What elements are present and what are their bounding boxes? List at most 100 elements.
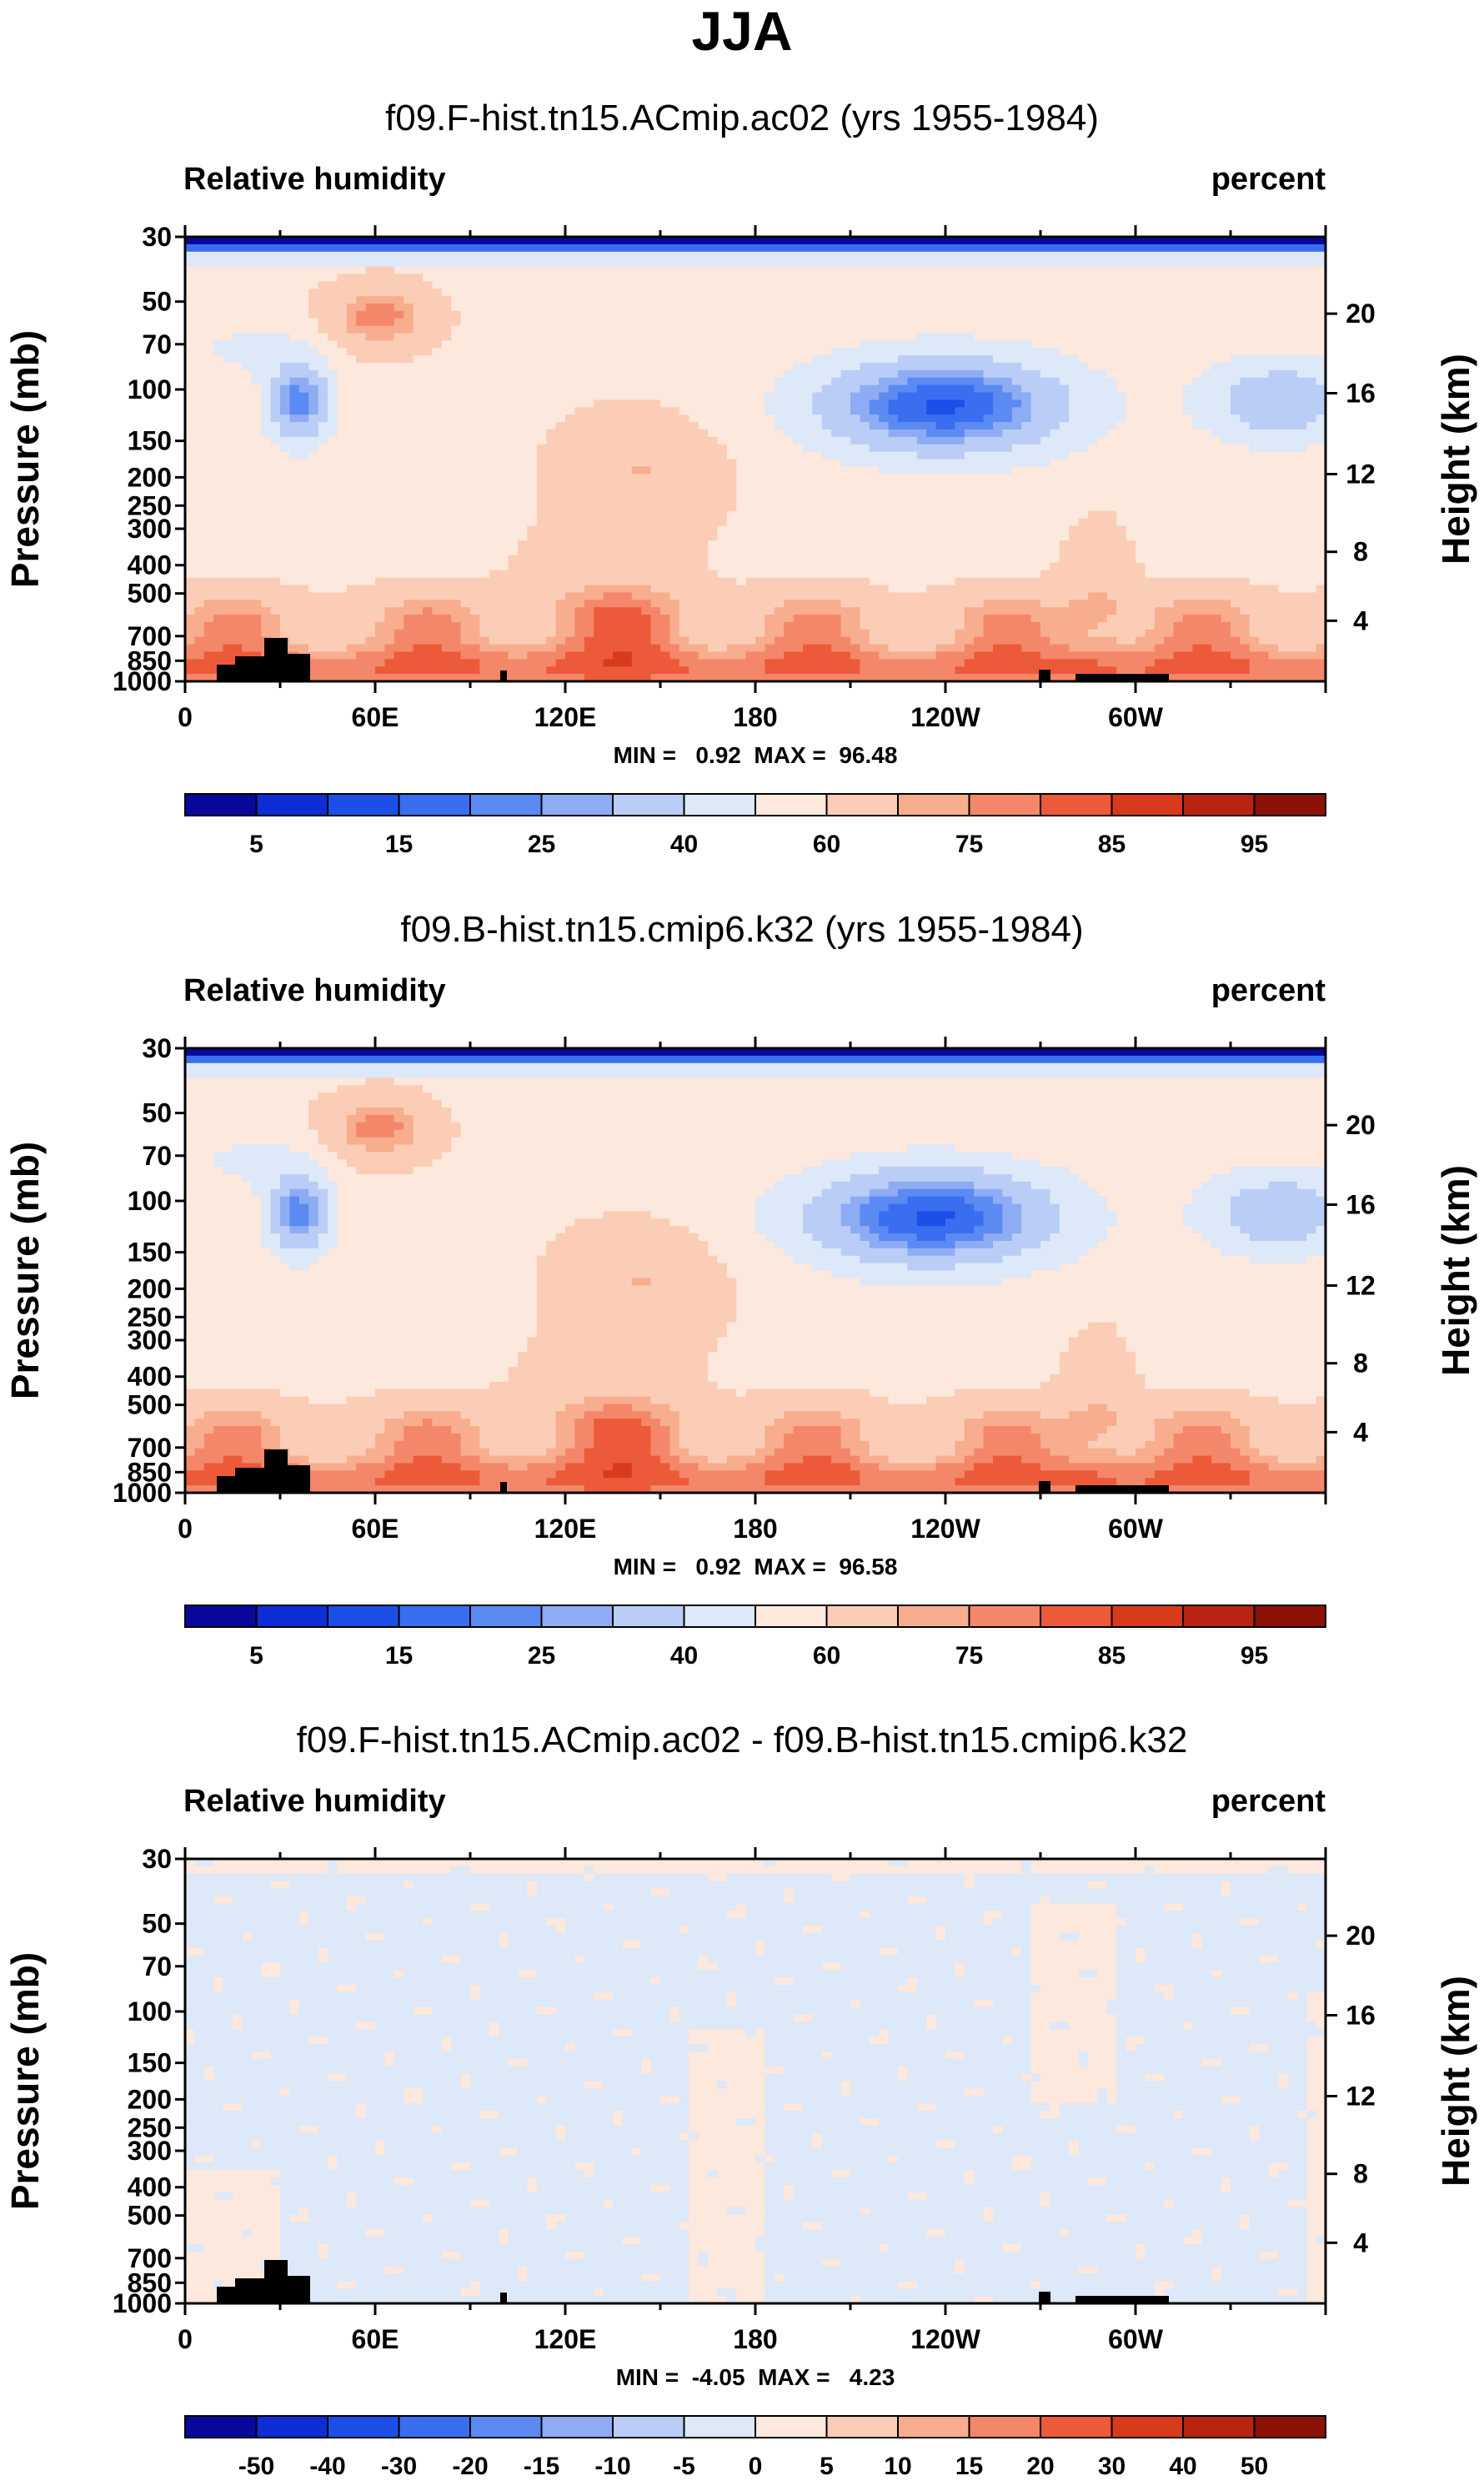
contour-cell (708, 429, 785, 438)
contour-cell (270, 399, 281, 408)
contour-cell (955, 666, 1117, 675)
contour-cell (983, 621, 1041, 630)
contour-cell (945, 2229, 1060, 2237)
contour-cell (622, 2237, 642, 2245)
contour-cell (394, 318, 414, 327)
contour-cell (1240, 1918, 1260, 1926)
contour-cell (1088, 1248, 1222, 1257)
contour-cell (983, 1167, 1070, 1175)
pressure-tick-label: 400 (128, 550, 172, 580)
contour-cell (622, 2111, 689, 2119)
contour-cell (555, 1411, 585, 1419)
contour-cell (223, 1455, 243, 1464)
contour-cell (242, 644, 281, 653)
contour-cell (185, 577, 281, 586)
contour-cell (765, 2132, 813, 2142)
contour-cell (1030, 2051, 1080, 2060)
contour-cell (650, 674, 1326, 682)
contour-cell (213, 2281, 224, 2289)
contour-cell (726, 1329, 1080, 1338)
contour-cell (774, 414, 823, 423)
contour-cell (404, 1433, 462, 1442)
contour-cell (1030, 392, 1070, 401)
contour-cell (869, 1188, 899, 1198)
contour-cell (898, 392, 994, 401)
contour-cell (489, 636, 547, 645)
contour-cell (489, 1448, 547, 1457)
contour-cell (375, 629, 395, 638)
contour-cell (964, 1419, 1117, 1427)
contour-cell (831, 1873, 851, 1882)
contour-cell (346, 1455, 385, 1464)
contour-cell (460, 318, 1326, 327)
units-label: percent (1211, 1784, 1326, 1819)
contour-cell (1183, 1218, 1231, 1227)
contour-cell (318, 1211, 328, 1219)
contour-cell (261, 621, 281, 630)
contour-cell (346, 1129, 357, 1138)
contour-cell (185, 1911, 300, 1919)
contour-cell (394, 1448, 462, 1457)
contour-cell (546, 1478, 689, 1486)
contour-cell (898, 355, 994, 364)
contour-cell (765, 2192, 785, 2201)
contour-cell (784, 1463, 851, 1471)
contour-cell (860, 1470, 965, 1479)
contour-cell (508, 2058, 528, 2067)
contour-cell (185, 1137, 319, 1146)
contour-cell (907, 1263, 955, 1272)
colorbar-swatch (469, 793, 543, 816)
contour-cell (318, 348, 348, 356)
contour-cell (499, 2021, 927, 2030)
contour-cell (765, 1478, 860, 1486)
contour-cell (641, 2058, 652, 2067)
contour-cell (337, 1203, 756, 1213)
contour-cell (289, 384, 300, 394)
contour-cell (1078, 2140, 1307, 2149)
contour-cell (745, 2207, 765, 2215)
contour-cell (1231, 1211, 1326, 1219)
height-tick-label: 20 (1346, 1110, 1376, 1140)
lon-tick-label: 120W (910, 702, 980, 732)
contour-cell (308, 399, 319, 408)
contour-cell (1306, 2288, 1326, 2297)
height-tick-label: 12 (1346, 1271, 1376, 1301)
contour-cell (821, 2140, 937, 2149)
contour-cell (650, 615, 670, 623)
contour-cell (584, 636, 652, 645)
contour-cell (1249, 1455, 1279, 1464)
contour-cell (536, 1322, 728, 1331)
contour-cell (346, 1159, 433, 1168)
contour-cell (356, 2199, 471, 2208)
contour-cell (1231, 355, 1326, 364)
contour-cell (821, 1240, 870, 1249)
contour-cell (879, 2029, 890, 2037)
contour-cell (1116, 2021, 1184, 2030)
contour-cell (185, 369, 253, 379)
contour-cell (328, 2073, 348, 2082)
contour-cell (270, 1211, 281, 1219)
contour-cell (1059, 1932, 1080, 1941)
contour-cell (318, 422, 338, 430)
contour-cell (536, 1329, 728, 1338)
contour-cell (631, 466, 652, 475)
contour-cell (1201, 1233, 1251, 1242)
contour-cell (1306, 2214, 1326, 2222)
contour-cell (669, 1440, 680, 1449)
contour-cell (803, 1925, 823, 1934)
contour-cell (337, 369, 785, 379)
contour-cell (1040, 1381, 1146, 1390)
contour-cell (888, 1455, 937, 1464)
contour-cell (669, 2014, 680, 2023)
contour-cell (185, 1352, 519, 1360)
lon-tick-label: 60W (1108, 702, 1164, 732)
contour-cell (289, 333, 328, 341)
contour-cell (669, 2006, 680, 2016)
contour-cell (689, 2207, 728, 2215)
contour-cell (413, 1137, 452, 1146)
contour-cell (1069, 1337, 1127, 1345)
contour-cell (955, 1248, 1022, 1257)
contour-cell (1021, 1226, 1060, 1234)
contour-cell (328, 2251, 443, 2260)
contour-cell (993, 1455, 1022, 1464)
